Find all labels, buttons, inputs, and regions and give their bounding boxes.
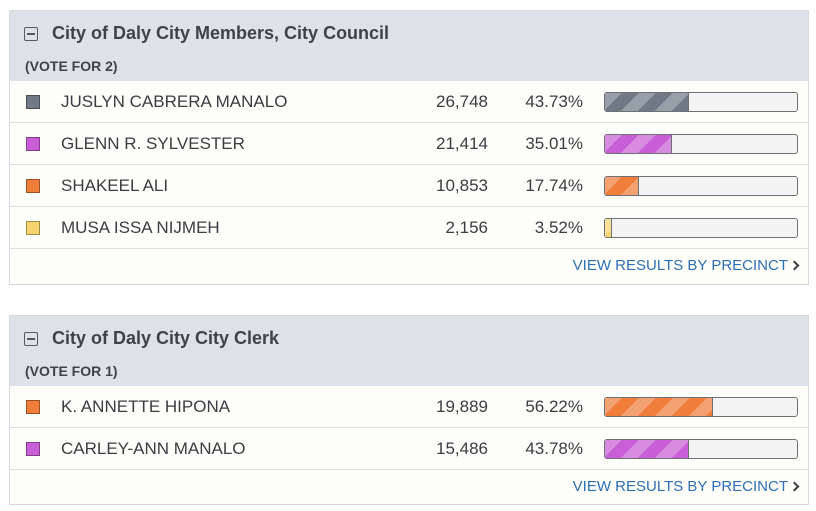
- vote-share-bar: [604, 134, 798, 154]
- candidate-percent: 35.01%: [525, 134, 583, 153]
- candidate-name: SHAKEEL ALI: [61, 176, 169, 195]
- vote-for-label: (VOTE FOR 2): [25, 58, 118, 74]
- chevron-right-icon: [789, 260, 800, 271]
- candidate-row: JUSLYN CABRERA MANALO 26,748 43.73%: [10, 81, 808, 123]
- contest-header: City of Daly City Members, City Council …: [10, 11, 808, 81]
- vote-share-bar-fill: [605, 440, 690, 458]
- view-results-by-precinct-link[interactable]: VIEW RESULTS BY PRECINCT: [572, 257, 800, 274]
- vote-share-bar: [604, 176, 798, 196]
- candidate-percent: 43.78%: [525, 439, 583, 458]
- vote-share-bar-fill: [605, 219, 612, 237]
- candidate-row: MUSA ISSA NIJMEH 2,156 3.52%: [10, 207, 808, 249]
- candidate-row: K. ANNETTE HIPONA 19,889 56.22%: [10, 386, 808, 428]
- candidate-votes: 2,156: [445, 218, 488, 237]
- candidate-color-swatch: [26, 137, 40, 151]
- precinct-link-label: VIEW RESULTS BY PRECINCT: [572, 478, 788, 495]
- candidate-percent: 3.52%: [534, 218, 583, 237]
- candidate-votes: 15,486: [436, 439, 488, 458]
- chevron-right-icon: [789, 481, 800, 492]
- vote-share-bar: [604, 397, 798, 417]
- candidate-name: CARLEY-ANN MANALO: [61, 439, 246, 458]
- vote-share-bar: [604, 439, 798, 459]
- collapse-icon[interactable]: [24, 27, 38, 41]
- candidate-color-swatch: [26, 95, 40, 109]
- vote-share-bar: [604, 218, 798, 238]
- candidate-votes: 21,414: [436, 134, 488, 153]
- candidate-row: GLENN R. SYLVESTER 21,414 35.01%: [10, 123, 808, 165]
- vote-share-bar: [604, 92, 798, 112]
- candidate-name: JUSLYN CABRERA MANALO: [61, 92, 288, 111]
- contest-footer: VIEW RESULTS BY PRECINCT: [10, 470, 808, 505]
- contest-panel-city-clerk: City of Daly City City Clerk (VOTE FOR 1…: [9, 315, 809, 505]
- candidate-percent: 17.74%: [525, 176, 583, 195]
- candidate-name: K. ANNETTE HIPONA: [61, 397, 231, 416]
- collapse-icon[interactable]: [24, 332, 38, 346]
- view-results-by-precinct-link[interactable]: VIEW RESULTS BY PRECINCT: [572, 478, 800, 495]
- candidate-row: CARLEY-ANN MANALO 15,486 43.78%: [10, 428, 808, 470]
- contest-footer: VIEW RESULTS BY PRECINCT: [10, 249, 808, 284]
- vote-for-label: (VOTE FOR 1): [25, 363, 118, 379]
- candidate-color-swatch: [26, 400, 40, 414]
- candidate-color-swatch: [26, 221, 40, 235]
- contest-title: City of Daly City City Clerk: [52, 328, 280, 348]
- vote-share-bar-fill: [605, 135, 673, 153]
- candidate-name: MUSA ISSA NIJMEH: [61, 218, 220, 237]
- candidate-color-swatch: [26, 442, 40, 456]
- contest-title: City of Daly City Members, City Council: [52, 23, 390, 43]
- vote-share-bar-fill: [605, 93, 689, 111]
- contest-header: City of Daly City City Clerk (VOTE FOR 1…: [10, 316, 808, 386]
- candidate-votes: 10,853: [436, 176, 488, 195]
- candidate-percent: 43.73%: [525, 92, 583, 111]
- vote-share-bar-fill: [605, 398, 713, 416]
- candidate-name: GLENN R. SYLVESTER: [61, 134, 245, 153]
- precinct-link-label: VIEW RESULTS BY PRECINCT: [572, 257, 788, 274]
- candidate-votes: 26,748: [436, 92, 488, 111]
- contest-panel-city-council: City of Daly City Members, City Council …: [9, 10, 809, 285]
- candidate-row: SHAKEEL ALI 10,853 17.74%: [10, 165, 808, 207]
- candidate-percent: 56.22%: [525, 397, 583, 416]
- candidate-color-swatch: [26, 179, 40, 193]
- candidate-votes: 19,889: [436, 397, 488, 416]
- vote-share-bar-fill: [605, 177, 640, 195]
